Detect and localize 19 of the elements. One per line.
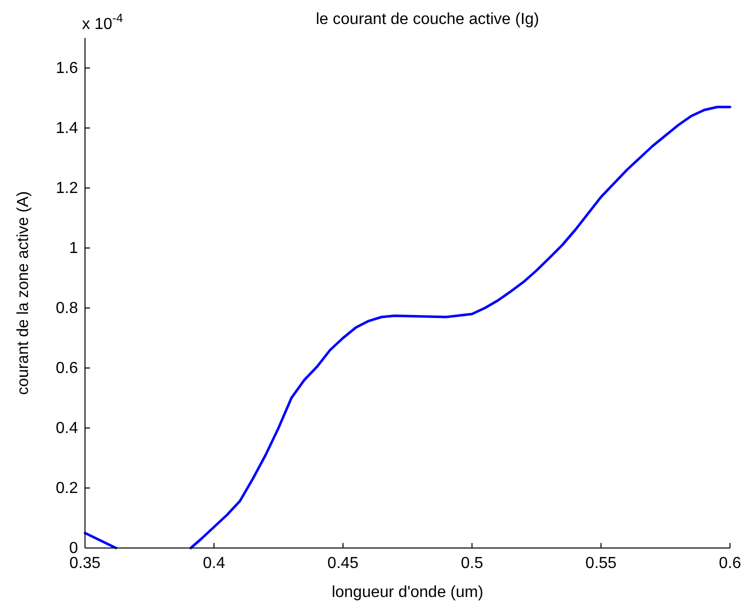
y-tick-label: 1.4	[56, 120, 78, 137]
x-tick-label: 0.35	[69, 555, 101, 572]
x-tick-label: 0.45	[327, 555, 359, 572]
y-tick-label: 0.6	[56, 360, 78, 377]
y-axis-title: courant de la zone active (A)	[15, 191, 32, 395]
y-tick-label: 0.2	[56, 480, 78, 497]
x-tick-label: 0.6	[718, 555, 742, 572]
y-tick-label: 0	[69, 540, 78, 557]
chart-title: le courant de couche active (Ig)	[316, 11, 540, 28]
x-tick-label: 0.4	[202, 555, 226, 572]
y-tick-label: 1.6	[56, 60, 78, 77]
y-tick-label: 1	[69, 240, 78, 257]
x-tick-label: 0.5	[460, 555, 484, 572]
y-tick-label: 1.2	[56, 180, 78, 197]
text: x 10$^{-4}$	[82, 11, 124, 33]
y-tick-label: 0.4	[56, 420, 78, 437]
x-tick-label: 0.55	[585, 555, 617, 572]
y-tick-label: 0.8	[56, 300, 78, 317]
x-axis-title: longueur d'onde (um)	[332, 584, 484, 601]
